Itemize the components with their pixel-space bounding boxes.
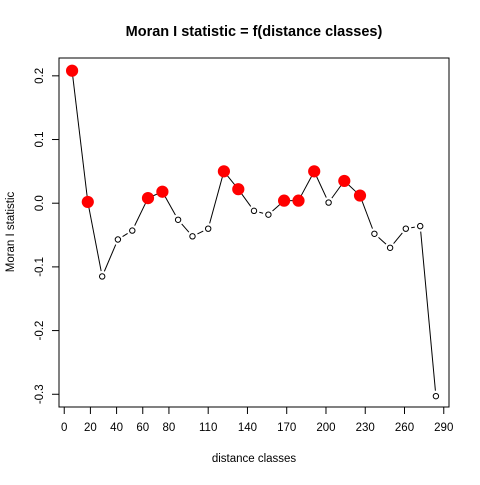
data-point <box>432 392 440 400</box>
series-segment <box>134 202 147 226</box>
significant-point <box>141 192 155 205</box>
series-segment <box>72 76 88 197</box>
data-point <box>265 211 272 218</box>
x-tick-label: 20 <box>84 422 97 434</box>
series-segment <box>88 207 102 272</box>
series-segment <box>181 223 190 233</box>
x-tick-label: 200 <box>316 422 335 434</box>
x-tick-label: 60 <box>136 422 149 434</box>
chart-title: Moran I statistic = f(distance classes) <box>126 24 383 40</box>
x-tick-label: 80 <box>163 422 176 434</box>
y-axis-label: Moran I statistic <box>5 191 17 272</box>
series-segment <box>209 176 223 224</box>
series-segment <box>347 184 357 193</box>
y-tick-label: 0.0 <box>34 195 46 211</box>
significant-point <box>353 189 367 202</box>
y-tick-label: 0.1 <box>34 132 46 148</box>
series-segment <box>316 176 327 198</box>
x-tick-label: 140 <box>238 422 257 434</box>
series-segment <box>164 196 176 216</box>
data-points <box>65 64 440 400</box>
data-point <box>250 207 258 215</box>
significant-point <box>65 64 79 77</box>
data-point <box>204 225 212 232</box>
x-tick-label: 290 <box>434 422 453 434</box>
y-tick-label: -0.2 <box>34 321 46 341</box>
x-tick-label: 110 <box>199 422 217 434</box>
plot-frame <box>58 57 450 408</box>
y-tick-label: -0.3 <box>34 384 46 404</box>
series-segment <box>241 193 252 207</box>
significant-point <box>278 194 291 207</box>
series-segment <box>122 233 128 238</box>
significant-point <box>217 165 230 178</box>
data-point <box>402 225 410 232</box>
x-axis: 0 20 40 60 80 110 140 170 200 230 260 290 <box>61 406 453 434</box>
series-segment <box>272 203 281 212</box>
x-tick-label: 0 <box>61 422 67 434</box>
x-tick-label: 230 <box>356 422 375 434</box>
series-segment <box>420 231 436 391</box>
x-tick-label: 260 <box>395 422 414 434</box>
series-segment <box>197 230 204 235</box>
data-point <box>98 273 106 280</box>
x-axis-label: distance classes <box>212 453 297 465</box>
series-segment <box>152 193 158 197</box>
y-tick-label: 0.2 <box>34 68 46 84</box>
significant-point <box>156 185 169 198</box>
series-segment <box>103 244 117 272</box>
data-point <box>114 236 122 243</box>
y-axis: -0.3 -0.2 -0.1 0.0 0.1 0.2 <box>34 68 60 404</box>
significant-point <box>81 195 94 209</box>
data-point <box>129 227 136 234</box>
significant-point <box>338 174 351 188</box>
series-segment <box>378 237 387 245</box>
series-segment <box>226 175 236 186</box>
x-tick-label: 170 <box>277 422 296 434</box>
data-point <box>174 216 182 223</box>
data-point <box>417 222 424 230</box>
significant-point <box>292 194 305 207</box>
significant-point <box>308 165 321 178</box>
series-segment <box>331 185 342 199</box>
y-tick-label: -0.1 <box>34 257 46 277</box>
series-segment <box>259 211 264 214</box>
series-line <box>72 76 436 391</box>
data-point <box>386 244 394 251</box>
data-point <box>371 230 378 237</box>
significant-point <box>232 183 245 196</box>
series-segment <box>393 232 403 244</box>
x-tick-label: 40 <box>110 422 123 434</box>
data-point <box>189 233 196 240</box>
data-point <box>325 199 332 206</box>
series-segment <box>411 226 415 229</box>
series-segment <box>300 175 313 197</box>
series-segment <box>361 200 373 229</box>
